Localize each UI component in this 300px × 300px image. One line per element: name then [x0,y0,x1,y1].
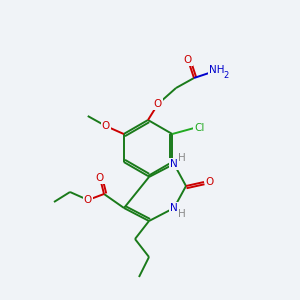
Text: H: H [178,209,186,219]
Text: 2: 2 [224,70,229,80]
Text: O: O [154,99,162,109]
Text: O: O [184,55,192,65]
Text: N: N [170,203,178,213]
Text: Cl: Cl [194,123,204,133]
Text: NH: NH [209,65,225,75]
Text: O: O [96,173,104,183]
Text: O: O [84,195,92,205]
Text: O: O [102,121,110,131]
Text: N: N [170,159,178,169]
Text: O: O [206,177,214,187]
Text: H: H [178,153,186,163]
